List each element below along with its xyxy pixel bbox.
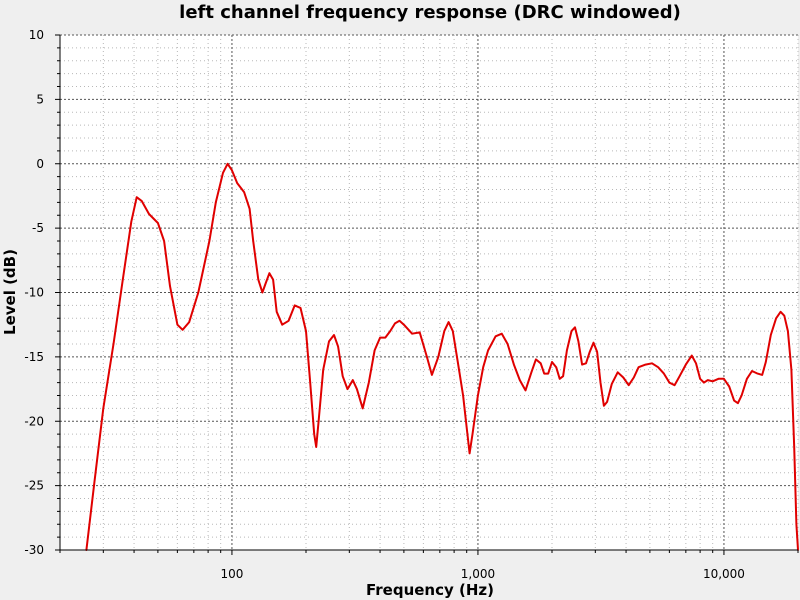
x-axis-label: Frequency (Hz)	[366, 581, 494, 599]
x-tick-label: 1,000	[461, 567, 495, 581]
y-tick-label: -10	[24, 286, 44, 300]
series-layer	[85, 162, 799, 551]
y-tick-label: -15	[24, 350, 44, 364]
y-tick-label: -25	[24, 479, 44, 493]
y-tick-label: 5	[36, 92, 44, 106]
y-tick-label: 10	[29, 28, 44, 42]
y-tick-label: -5	[32, 221, 44, 235]
y-tick-label: -20	[24, 414, 44, 428]
grid	[59, 34, 799, 551]
axes	[55, 34, 799, 555]
tick-labels: 10 5 0 -5 -10 -15 -20 -25 -30 100 1,000 10,000	[24, 28, 745, 581]
y-axis-label: Level (dB)	[1, 249, 19, 335]
x-tick-label: 100	[220, 567, 243, 581]
y-tick-label: 0	[36, 157, 44, 171]
x-tick-label: 10,000	[703, 567, 745, 581]
chart-title: left channel frequency response (DRC win…	[179, 2, 681, 23]
series-line	[85, 162, 799, 551]
y-tick-label: -30	[24, 543, 44, 557]
